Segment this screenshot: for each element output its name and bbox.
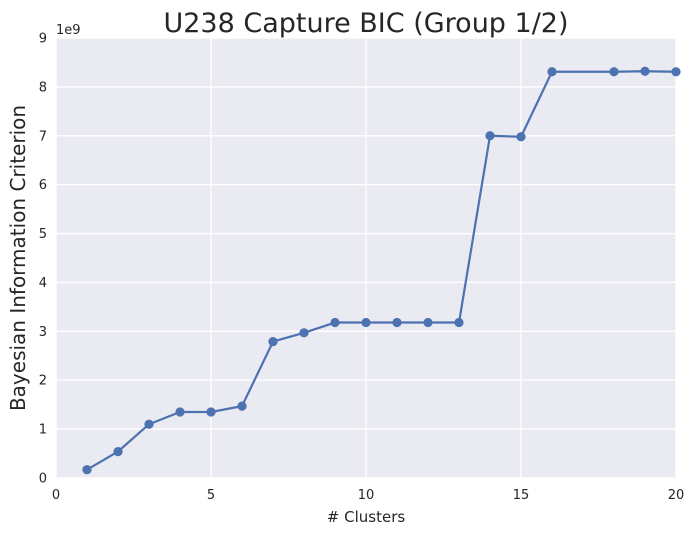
x-tick-label: 10 [358, 488, 375, 503]
x-tick-label: 15 [513, 488, 530, 503]
y-tick-label: 7 [39, 129, 47, 144]
data-point [485, 131, 495, 141]
x-tick-label: 5 [207, 488, 215, 503]
data-point [299, 328, 309, 338]
grid-lines [55, 37, 677, 479]
data-point [423, 317, 433, 328]
x-tick-label: 20 [668, 488, 685, 503]
tick-labels: 0 5 10 15 20 0 1 2 3 4 5 6 7 8 9 [39, 32, 685, 504]
data-point [547, 67, 557, 77]
y-tick-label: 8 [39, 80, 47, 95]
y-tick-label: 5 [39, 227, 47, 242]
data-point [82, 465, 92, 475]
data-point [237, 401, 247, 411]
y-tick-label: 1 [39, 423, 47, 438]
data-point [361, 317, 371, 328]
data-point [640, 66, 650, 76]
y-tick-label: 0 [39, 472, 47, 487]
y-tick-label: 9 [39, 32, 47, 47]
data-point [330, 317, 340, 328]
x-tick-label: 0 [52, 488, 60, 503]
data-point [268, 337, 278, 347]
data-point [206, 407, 216, 417]
data-point [609, 67, 619, 77]
data-point [144, 419, 154, 429]
data-point [671, 67, 681, 77]
x-axis-label: # Clusters [327, 508, 406, 526]
y-tick-label: 4 [39, 276, 47, 291]
data-point [516, 132, 526, 142]
y-axis-offset-label: 1e9 [56, 23, 81, 38]
data-point [392, 317, 402, 328]
y-tick-label: 6 [39, 178, 47, 193]
chart-title: U238 Capture BIC (Group 1/2) [163, 8, 568, 39]
y-tick-label: 3 [39, 325, 47, 340]
y-tick-label: 2 [39, 374, 47, 389]
data-point [113, 447, 123, 457]
data-point [175, 407, 185, 417]
series-layer [82, 66, 681, 475]
y-axis-label: Bayesian Information Criterion [6, 105, 30, 411]
data-point [454, 317, 464, 328]
